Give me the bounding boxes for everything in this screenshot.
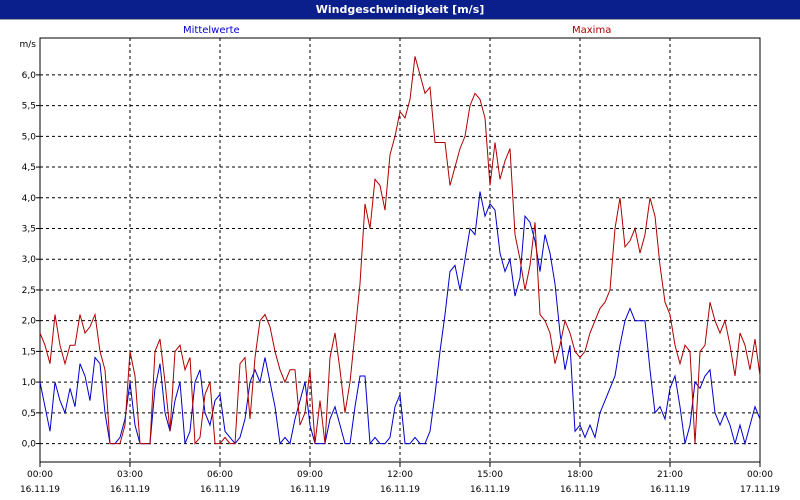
x-tick-time: 12:00: [387, 470, 413, 480]
x-tick-date: 16.11.19: [20, 485, 60, 495]
x-tick-date: 16.11.19: [290, 485, 330, 495]
x-tick-time: 00:00: [27, 470, 53, 480]
x-tick-time: 18:00: [567, 470, 593, 480]
y-tick-label: 0,0: [22, 440, 37, 450]
x-tick-time: 15:00: [477, 470, 503, 480]
x-tick-date: 16.11.19: [560, 485, 600, 495]
x-tick-date: 16.11.19: [110, 485, 150, 495]
x-tick-time: 06:00: [207, 470, 233, 480]
y-axis-label: m/s: [20, 40, 37, 50]
y-tick-label: 5,0: [22, 132, 37, 142]
chart-title-bar: Windgeschwindigkeit [m/s]: [0, 0, 800, 20]
y-tick-label: 3,5: [22, 224, 36, 234]
y-tick-label: 4,5: [22, 163, 36, 173]
x-tick-date: 16.11.19: [470, 485, 510, 495]
x-tick-time: 21:00: [657, 470, 683, 480]
x-tick-date: 16.11.19: [650, 485, 690, 495]
y-tick-label: 1,5: [22, 347, 36, 357]
legend-mittelwerte: Mittelwerte: [183, 25, 240, 36]
y-tick-label: 1,0: [22, 378, 37, 388]
y-tick-label: 0,5: [22, 409, 36, 419]
x-tick-date: 16.11.19: [380, 485, 420, 495]
y-tick-label: 3,0: [22, 255, 37, 265]
y-tick-label: 2,5: [22, 286, 36, 296]
x-tick-time: 03:00: [117, 470, 143, 480]
series-line-mittelwerte: [39, 191, 761, 446]
x-tick-date: 17.11.19: [740, 485, 780, 495]
x-tick-time: 09:00: [297, 470, 323, 480]
chart-title: Windgeschwindigkeit [m/s]: [315, 3, 485, 16]
y-tick-label: 5,5: [22, 102, 36, 112]
y-tick-label: 4,0: [22, 194, 37, 204]
series-line-maxima: [39, 56, 761, 445]
x-tick-time: 00:00: [747, 470, 773, 480]
legend-maxima: Maxima: [572, 25, 612, 36]
y-tick-label: 2,0: [22, 317, 37, 327]
x-tick-date: 16.11.19: [200, 485, 240, 495]
y-tick-label: 6,0: [22, 71, 37, 81]
